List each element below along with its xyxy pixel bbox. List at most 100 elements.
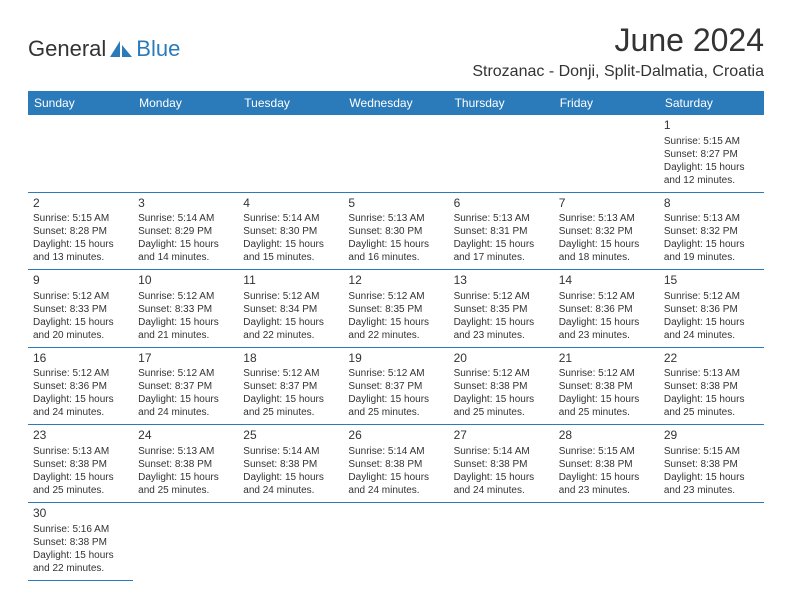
day-number: 8	[664, 196, 759, 212]
daylight-text-1: Daylight: 15 hours	[664, 316, 759, 329]
sunrise-text: Sunrise: 5:12 AM	[138, 290, 233, 303]
logo-sail-icon	[108, 39, 134, 59]
calendar-cell: 12Sunrise: 5:12 AMSunset: 8:35 PMDayligh…	[343, 270, 448, 348]
daylight-text-2: and 25 minutes.	[243, 406, 338, 419]
day-header: Thursday	[449, 91, 554, 115]
calendar-cell: 17Sunrise: 5:12 AMSunset: 8:37 PMDayligh…	[133, 347, 238, 425]
daylight-text-1: Daylight: 15 hours	[664, 238, 759, 251]
page: General Blue June 2024 Strozanac - Donji…	[0, 0, 792, 603]
daylight-text-1: Daylight: 15 hours	[33, 393, 128, 406]
calendar-cell: 8Sunrise: 5:13 AMSunset: 8:32 PMDaylight…	[659, 192, 764, 270]
sunrise-text: Sunrise: 5:14 AM	[138, 212, 233, 225]
day-number: 6	[454, 196, 549, 212]
sunrise-text: Sunrise: 5:14 AM	[243, 212, 338, 225]
daylight-text-2: and 25 minutes.	[33, 484, 128, 497]
daylight-text-1: Daylight: 15 hours	[138, 316, 233, 329]
calendar-cell	[238, 502, 343, 580]
daylight-text-2: and 21 minutes.	[138, 329, 233, 342]
calendar-cell	[343, 502, 448, 580]
sunrise-text: Sunrise: 5:16 AM	[33, 523, 128, 536]
sunset-text: Sunset: 8:33 PM	[33, 303, 128, 316]
daylight-text-2: and 23 minutes.	[664, 484, 759, 497]
calendar-cell: 4Sunrise: 5:14 AMSunset: 8:30 PMDaylight…	[238, 192, 343, 270]
calendar-table: Sunday Monday Tuesday Wednesday Thursday…	[28, 91, 764, 581]
day-number: 15	[664, 273, 759, 289]
daylight-text-2: and 15 minutes.	[243, 251, 338, 264]
calendar-cell: 19Sunrise: 5:12 AMSunset: 8:37 PMDayligh…	[343, 347, 448, 425]
sunrise-text: Sunrise: 5:12 AM	[348, 290, 443, 303]
daylight-text-1: Daylight: 15 hours	[559, 238, 654, 251]
daylight-text-1: Daylight: 15 hours	[33, 471, 128, 484]
day-number: 25	[243, 428, 338, 444]
calendar-row: 9Sunrise: 5:12 AMSunset: 8:33 PMDaylight…	[28, 270, 764, 348]
sunset-text: Sunset: 8:37 PM	[138, 380, 233, 393]
daylight-text-2: and 14 minutes.	[138, 251, 233, 264]
sunset-text: Sunset: 8:38 PM	[559, 380, 654, 393]
sunset-text: Sunset: 8:38 PM	[33, 458, 128, 471]
sunset-text: Sunset: 8:30 PM	[348, 225, 443, 238]
sunrise-text: Sunrise: 5:13 AM	[348, 212, 443, 225]
daylight-text-2: and 23 minutes.	[559, 484, 654, 497]
day-number: 11	[243, 273, 338, 289]
sunrise-text: Sunrise: 5:13 AM	[664, 212, 759, 225]
sunset-text: Sunset: 8:36 PM	[664, 303, 759, 316]
calendar-cell: 3Sunrise: 5:14 AMSunset: 8:29 PMDaylight…	[133, 192, 238, 270]
daylight-text-1: Daylight: 15 hours	[348, 471, 443, 484]
sunset-text: Sunset: 8:38 PM	[454, 380, 549, 393]
calendar-cell	[133, 115, 238, 192]
day-number: 19	[348, 351, 443, 367]
calendar-cell: 29Sunrise: 5:15 AMSunset: 8:38 PMDayligh…	[659, 425, 764, 503]
daylight-text-2: and 17 minutes.	[454, 251, 549, 264]
sunrise-text: Sunrise: 5:13 AM	[559, 212, 654, 225]
sunrise-text: Sunrise: 5:14 AM	[243, 445, 338, 458]
daylight-text-1: Daylight: 15 hours	[348, 393, 443, 406]
sunset-text: Sunset: 8:38 PM	[454, 458, 549, 471]
calendar-cell: 11Sunrise: 5:12 AMSunset: 8:34 PMDayligh…	[238, 270, 343, 348]
day-number: 2	[33, 196, 128, 212]
daylight-text-2: and 24 minutes.	[138, 406, 233, 419]
daylight-text-1: Daylight: 15 hours	[243, 238, 338, 251]
sunset-text: Sunset: 8:35 PM	[454, 303, 549, 316]
calendar-row: 16Sunrise: 5:12 AMSunset: 8:36 PMDayligh…	[28, 347, 764, 425]
daylight-text-2: and 23 minutes.	[454, 329, 549, 342]
daylight-text-2: and 23 minutes.	[559, 329, 654, 342]
day-number: 28	[559, 428, 654, 444]
header: General Blue June 2024 Strozanac - Donji…	[28, 22, 764, 81]
sunset-text: Sunset: 8:38 PM	[664, 380, 759, 393]
calendar-cell: 2Sunrise: 5:15 AMSunset: 8:28 PMDaylight…	[28, 192, 133, 270]
daylight-text-1: Daylight: 15 hours	[243, 393, 338, 406]
daylight-text-1: Daylight: 15 hours	[138, 238, 233, 251]
sunset-text: Sunset: 8:32 PM	[664, 225, 759, 238]
sunrise-text: Sunrise: 5:12 AM	[664, 290, 759, 303]
day-header: Friday	[554, 91, 659, 115]
daylight-text-2: and 24 minutes.	[243, 484, 338, 497]
calendar-cell	[28, 115, 133, 192]
sunrise-text: Sunrise: 5:15 AM	[559, 445, 654, 458]
daylight-text-1: Daylight: 15 hours	[454, 316, 549, 329]
daylight-text-1: Daylight: 15 hours	[664, 393, 759, 406]
day-number: 24	[138, 428, 233, 444]
daylight-text-2: and 18 minutes.	[559, 251, 654, 264]
sunrise-text: Sunrise: 5:12 AM	[33, 367, 128, 380]
logo-text-general: General	[28, 36, 106, 62]
daylight-text-2: and 25 minutes.	[559, 406, 654, 419]
calendar-cell	[449, 502, 554, 580]
calendar-cell: 26Sunrise: 5:14 AMSunset: 8:38 PMDayligh…	[343, 425, 448, 503]
sunrise-text: Sunrise: 5:15 AM	[664, 135, 759, 148]
calendar-cell: 22Sunrise: 5:13 AMSunset: 8:38 PMDayligh…	[659, 347, 764, 425]
daylight-text-1: Daylight: 15 hours	[559, 393, 654, 406]
daylight-text-1: Daylight: 15 hours	[348, 238, 443, 251]
sunrise-text: Sunrise: 5:13 AM	[664, 367, 759, 380]
day-number: 27	[454, 428, 549, 444]
sunset-text: Sunset: 8:38 PM	[243, 458, 338, 471]
sunrise-text: Sunrise: 5:12 AM	[138, 367, 233, 380]
sunset-text: Sunset: 8:37 PM	[243, 380, 338, 393]
day-header: Saturday	[659, 91, 764, 115]
calendar-cell	[343, 115, 448, 192]
sunset-text: Sunset: 8:29 PM	[138, 225, 233, 238]
daylight-text-1: Daylight: 15 hours	[454, 471, 549, 484]
day-header: Sunday	[28, 91, 133, 115]
calendar-cell	[554, 502, 659, 580]
daylight-text-2: and 12 minutes.	[664, 174, 759, 187]
day-number: 17	[138, 351, 233, 367]
